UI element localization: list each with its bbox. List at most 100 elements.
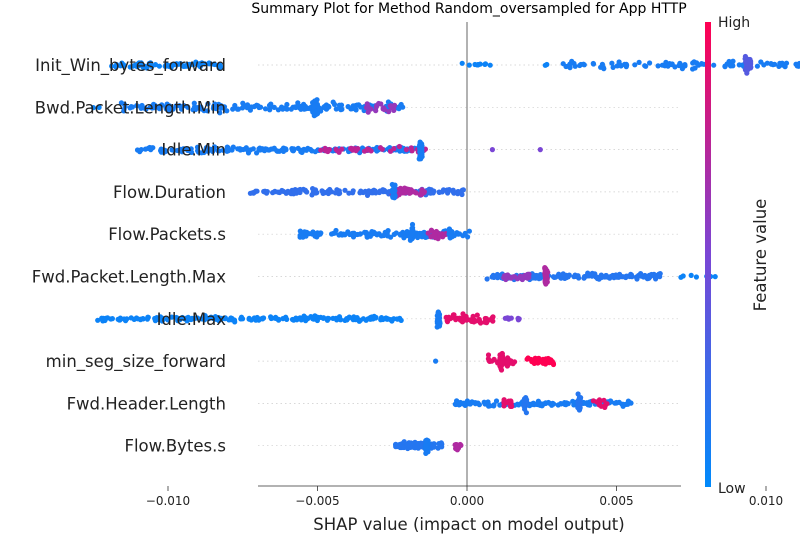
shap-point [503, 272, 509, 279]
shap-point [157, 104, 163, 110]
shap-point [358, 188, 364, 194]
shap-point [483, 316, 489, 322]
x-tick-label: −0.005 [295, 494, 339, 508]
shap-point [536, 276, 542, 282]
colorbar [705, 22, 711, 487]
shap-point [394, 443, 400, 449]
shap-point [690, 66, 696, 72]
shap-point [521, 403, 527, 409]
shap-point [609, 60, 615, 66]
shap-point [348, 145, 354, 152]
shap-point [275, 189, 281, 195]
shap-point [216, 101, 222, 107]
shap-point [339, 106, 345, 112]
shap-point [423, 438, 429, 444]
shap-point [173, 103, 179, 109]
shap-point [572, 272, 578, 278]
shap-point [271, 104, 277, 110]
shap-point [250, 190, 256, 196]
shap-point [486, 403, 492, 409]
shap-point [332, 190, 339, 196]
feature-label: min_seg_size_forward [46, 352, 226, 372]
shap-point [322, 103, 328, 110]
shap-point [499, 351, 505, 357]
shap-point [449, 234, 455, 240]
shap-point [160, 317, 166, 323]
shap-point [520, 274, 526, 280]
shap-point [596, 402, 602, 408]
shap-point [391, 188, 397, 195]
shap-point [271, 189, 277, 195]
shap-point [434, 313, 440, 319]
feature-label: Idle.Max [157, 310, 227, 329]
shap-point [144, 316, 150, 322]
shap-point [566, 272, 572, 278]
shap-point [216, 148, 222, 154]
shap-point [400, 190, 406, 196]
x-axis-ticks: −0.010 −0.005 0.000 0.005 0.010 [146, 486, 783, 508]
shap-point [177, 61, 183, 67]
shap-point [162, 147, 168, 153]
shap-point [246, 315, 252, 321]
shap-point [466, 228, 472, 234]
shap-point [381, 316, 388, 322]
shap-point [441, 232, 448, 238]
shap-point [688, 272, 694, 278]
shap-point [436, 441, 442, 447]
feature-label: Bwd.Packet.Length.Min [35, 98, 226, 117]
x-tick-label: 0.000 [450, 494, 484, 508]
shap-point [436, 189, 442, 195]
shap-point [350, 188, 356, 194]
shap-point [146, 60, 152, 67]
shap-point [403, 147, 409, 153]
shap-point [600, 64, 606, 70]
shap-point [303, 315, 309, 321]
shap-point [466, 400, 472, 407]
shap-point [691, 59, 697, 65]
shap-point [458, 442, 464, 448]
shap-point [613, 272, 619, 278]
shap-point [381, 105, 387, 111]
shap-point [728, 63, 734, 69]
shap-point [202, 61, 208, 67]
shap-point [143, 106, 149, 112]
shap-point [256, 104, 262, 111]
shap-point [379, 146, 385, 152]
shap-point [309, 231, 315, 237]
shap-point [482, 61, 488, 67]
feature-gridlines [258, 64, 681, 447]
shap-point [298, 103, 304, 109]
feature-label: Fwd.Packet.Length.Max [32, 268, 226, 287]
shap-point [381, 187, 387, 193]
shap-point [401, 439, 407, 445]
shap-point [266, 102, 273, 109]
x-tick-label: 0.010 [749, 494, 783, 508]
shap-point [366, 188, 372, 194]
shap-point [284, 106, 290, 112]
feature-label: Flow.Duration [113, 183, 226, 202]
shap-point [253, 317, 259, 323]
shap-point [273, 315, 279, 322]
shap-point [353, 147, 359, 153]
shap-point [493, 398, 500, 404]
shap-point [553, 274, 559, 280]
shap-point [138, 60, 144, 66]
shap-point [386, 109, 392, 115]
shap-point [371, 188, 377, 194]
shap-point [201, 149, 207, 156]
shap-point [124, 316, 130, 322]
shap-point [284, 101, 290, 108]
shap-point [501, 403, 507, 409]
shap-point [373, 145, 379, 151]
shap-point [490, 273, 496, 279]
shap-point [736, 62, 742, 68]
shap-point [185, 63, 191, 69]
shap-point [460, 311, 466, 317]
shap-point [537, 147, 543, 153]
shap-point [270, 146, 276, 152]
shap-point [99, 315, 105, 321]
shap-point [342, 187, 348, 193]
shap-point [456, 231, 463, 237]
shap-point [712, 274, 718, 280]
shap-point [744, 66, 751, 72]
